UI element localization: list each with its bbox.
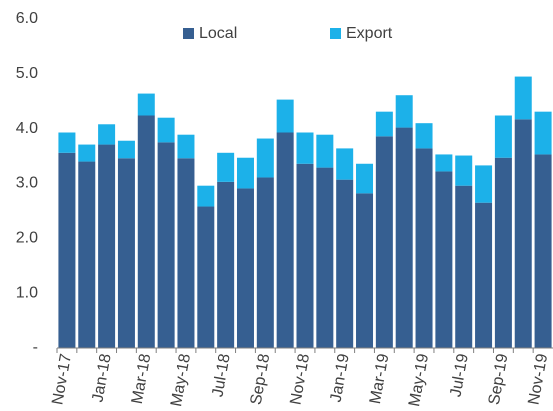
- x-tick-label: Sep-19: [486, 352, 512, 406]
- x-tick-label: Jan-18: [89, 352, 114, 403]
- x-tick-label: Mar-18: [129, 352, 155, 405]
- bar-segment: [336, 148, 354, 180]
- x-tick-label: Nov-18: [287, 352, 313, 406]
- bar-segment: [98, 124, 116, 145]
- bar-segment: [117, 140, 135, 159]
- bar-segment: [157, 117, 175, 143]
- bar-segment: [256, 138, 274, 178]
- bar-segment: [534, 111, 552, 155]
- y-tick-label: 6.0: [16, 10, 38, 27]
- bar-segment: [475, 165, 493, 203]
- bar-segment: [137, 115, 155, 348]
- legend-swatch: [330, 28, 341, 39]
- y-tick-label: 3.0: [16, 175, 38, 192]
- bar-segment: [98, 144, 116, 348]
- bar-segment: [415, 123, 433, 149]
- y-tick-label: 1.0: [16, 284, 38, 301]
- bar-segment: [375, 111, 393, 137]
- x-tick-label: Jul-18: [209, 352, 233, 398]
- bar-segment: [117, 158, 135, 348]
- bar-segment: [296, 163, 314, 348]
- bar-segment: [375, 136, 393, 348]
- bar-segment: [197, 206, 215, 348]
- bar-segment: [395, 127, 413, 348]
- x-tick-label: May-18: [168, 352, 194, 408]
- x-tick-label: May-19: [406, 352, 432, 408]
- bar-segment: [356, 163, 374, 194]
- x-tick-label: Mar-19: [367, 352, 393, 405]
- y-tick-label: 5.0: [16, 65, 38, 82]
- bar-segment: [276, 99, 294, 133]
- bar-segment: [316, 167, 334, 348]
- bar-segment: [415, 148, 433, 348]
- bar-segment: [217, 152, 235, 182]
- legend-label: Export: [346, 25, 393, 42]
- bar-segment: [475, 202, 493, 348]
- bar-segment: [197, 185, 215, 207]
- legend-label: Local: [199, 25, 237, 42]
- bar-segment: [157, 142, 175, 348]
- bar-segment: [276, 132, 294, 348]
- bar-segment: [177, 158, 195, 348]
- bar-segment: [78, 144, 96, 162]
- legend-swatch: [183, 28, 194, 39]
- bar-segment: [78, 161, 96, 348]
- bar-segment: [494, 157, 512, 348]
- bar-segment: [217, 181, 235, 348]
- bar-segment: [137, 93, 155, 116]
- bar-segment: [494, 115, 512, 158]
- x-tick-label: Jan-19: [328, 352, 353, 403]
- y-tick-label: -: [33, 339, 38, 356]
- bar-segment: [236, 157, 254, 189]
- bar-segment: [455, 155, 473, 186]
- bar-segment: [455, 185, 473, 348]
- bar-segment: [58, 132, 76, 153]
- bar-segment: [435, 154, 453, 172]
- bar-segment: [336, 179, 354, 348]
- bar-segment: [177, 134, 195, 159]
- bar-segment: [316, 134, 334, 168]
- bar-segment: [296, 132, 314, 164]
- bar-segment: [395, 95, 413, 128]
- y-tick-label: 4.0: [16, 120, 38, 137]
- bar-segment: [256, 177, 274, 348]
- bar-segment: [356, 193, 374, 348]
- x-tick-label: Sep-18: [248, 352, 274, 406]
- x-tick-label: Nov-17: [49, 352, 75, 406]
- bar-segment: [514, 119, 532, 348]
- x-tick-label: Nov-19: [525, 352, 551, 406]
- bar-segment: [534, 154, 552, 348]
- bar-segment: [58, 152, 76, 348]
- bar-segment: [236, 188, 254, 348]
- y-tick-label: 2.0: [16, 230, 38, 247]
- x-tick-label: Jul-19: [448, 352, 472, 398]
- bar-segment: [514, 76, 532, 120]
- bar-segment: [435, 171, 453, 348]
